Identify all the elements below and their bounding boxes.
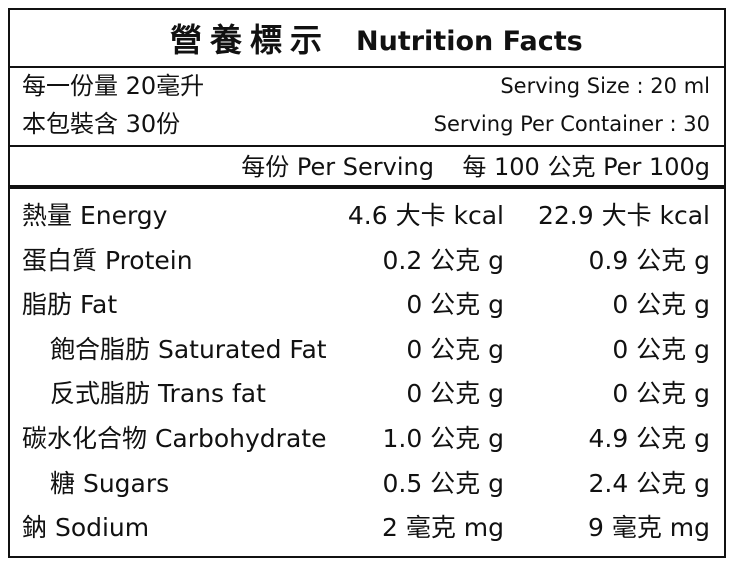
serving-label-en: Serving Size : 20 ml <box>500 74 710 98</box>
per-100-value: 0 公克 g <box>612 379 710 409</box>
per-100-value: 0 公克 g <box>612 334 710 364</box>
header-per-serving: 每份 Per Serving <box>241 153 434 181</box>
per-serving-value: 4.6 大卡 kcal <box>347 201 504 230</box>
divider <box>10 66 724 68</box>
per-serving-value: 0 公克 g <box>406 334 504 364</box>
nutrient-name: 蛋白質 Protein <box>22 245 193 275</box>
serving-label-en: Serving Per Container : 30 <box>433 112 710 136</box>
per-100-value: 0 公克 g <box>612 290 710 320</box>
nutrient-name: 反式脂肪 Trans fat <box>50 379 266 409</box>
header-per-100: 每 100 公克 Per 100g <box>462 153 710 181</box>
per-serving-value: 0 公克 g <box>406 290 504 320</box>
serving-label-zh: 每一份量 20毫升 <box>22 72 205 100</box>
per-serving-value: 0 公克 g <box>406 379 504 409</box>
nutrient-name: 鈉 Sodium <box>22 513 150 543</box>
divider <box>10 145 724 147</box>
per-serving-value: 0.2 公克 g <box>382 245 504 275</box>
serving-label-zh: 本包裝含 30份 <box>22 110 181 138</box>
divider <box>10 185 724 189</box>
nutrition-label: 營養標示 Nutrition Facts 每 100 公克 Per 100g 每… <box>8 8 726 558</box>
per-100-value: 2.4 公克 g <box>588 468 710 498</box>
per-100-value: 4.9 公克 g <box>588 424 710 453</box>
nutrient-name: 碳水化合物 Carbohydrate <box>22 424 327 453</box>
nutrient-name: 糖 Sugars <box>50 468 170 498</box>
per-100-value: 9 毫克 mg <box>587 513 710 543</box>
nutrient-name: 脂肪 Fat <box>22 290 118 320</box>
title-zh: 營養標示 <box>170 21 331 59</box>
per-100-value: 22.9 大卡 kcal <box>537 201 710 230</box>
title-en: Nutrition Facts <box>356 26 583 57</box>
per-100-value: 0.9 公克 g <box>588 245 710 275</box>
per-serving-value: 1.0 公克 g <box>382 424 504 453</box>
per-serving-value: 2 毫克 mg <box>381 513 504 543</box>
per-serving-value: 0.5 公克 g <box>382 468 504 498</box>
nutrient-name: 熱量 Energy <box>22 201 168 230</box>
nutrient-name: 飽合脂肪 Saturated Fat <box>50 334 327 364</box>
